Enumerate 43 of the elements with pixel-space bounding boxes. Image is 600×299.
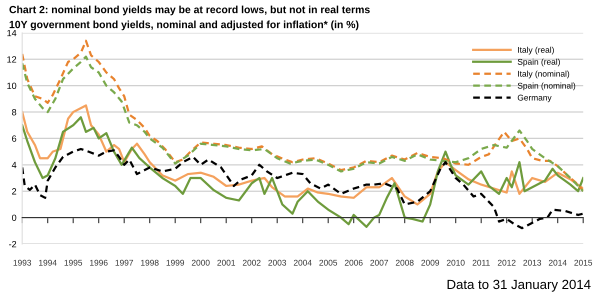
chart-subtitle: 10Y government bond yields, nominal and adjusted for inflation* (in %) [10, 20, 358, 30]
y-tick-label: 2 [12, 188, 16, 194]
x-tick-label: 2011 [472, 260, 490, 266]
y-tick-label: 8 [12, 109, 16, 116]
x-tick-label: 2008 [396, 260, 414, 266]
line-series [22, 148, 584, 230]
x-tick-label: 1996 [90, 260, 108, 266]
line-series [22, 116, 584, 228]
line-series [22, 104, 584, 206]
legend-label: Spain (nominal) [518, 82, 576, 90]
x-tick-label: 1998 [141, 260, 159, 266]
legend-label: Italy (nominal) [518, 70, 570, 78]
x-tick-label: 2014 [548, 260, 567, 266]
x-tick-label: 1997 [116, 260, 134, 266]
x-tick-label: 2003 [268, 260, 286, 266]
x-tick-label: 2001 [217, 260, 236, 266]
legend-label: Germany [518, 94, 552, 102]
x-tick-label: 1995 [64, 260, 82, 266]
y-tick-label: 12 [7, 56, 16, 63]
x-tick-label: 2007 [370, 260, 388, 266]
text: Data to 31 January 2014 [448, 280, 591, 292]
x-tick-label: 1999 [166, 260, 184, 266]
y-tick-label: 10 [7, 82, 16, 90]
x-tick-label: 1993 [14, 260, 32, 266]
legend-label: Spain (real) [518, 58, 560, 66]
x-tick-label: 2009 [421, 260, 440, 266]
x-tick-label: 2013 [523, 260, 542, 266]
x-tick-label: 2005 [319, 260, 338, 266]
y-tick-label: -2 [9, 240, 16, 248]
y-tick-label: 14 [7, 30, 16, 36]
x-tick-label: 2004 [294, 260, 312, 266]
x-tick-label: 2010 [446, 260, 465, 266]
legend-label: Italy (real) [518, 46, 554, 54]
x-tick-label: 2012 [498, 260, 516, 266]
y-tick-label: 4 [12, 162, 16, 168]
x-tick-label: 1994 [39, 260, 57, 266]
x-tick-label: 2015 [574, 260, 592, 266]
y-tick-label: 0 [12, 214, 16, 221]
x-tick-label: 2000 [192, 260, 210, 266]
x-tick-label: 2002 [242, 260, 261, 266]
y-tick-label: 6 [12, 135, 16, 142]
chart-title: Chart 2: nominal bond yields may be at record lows, but not in real terms [9, 6, 370, 16]
x-tick-label: 2006 [344, 260, 363, 266]
